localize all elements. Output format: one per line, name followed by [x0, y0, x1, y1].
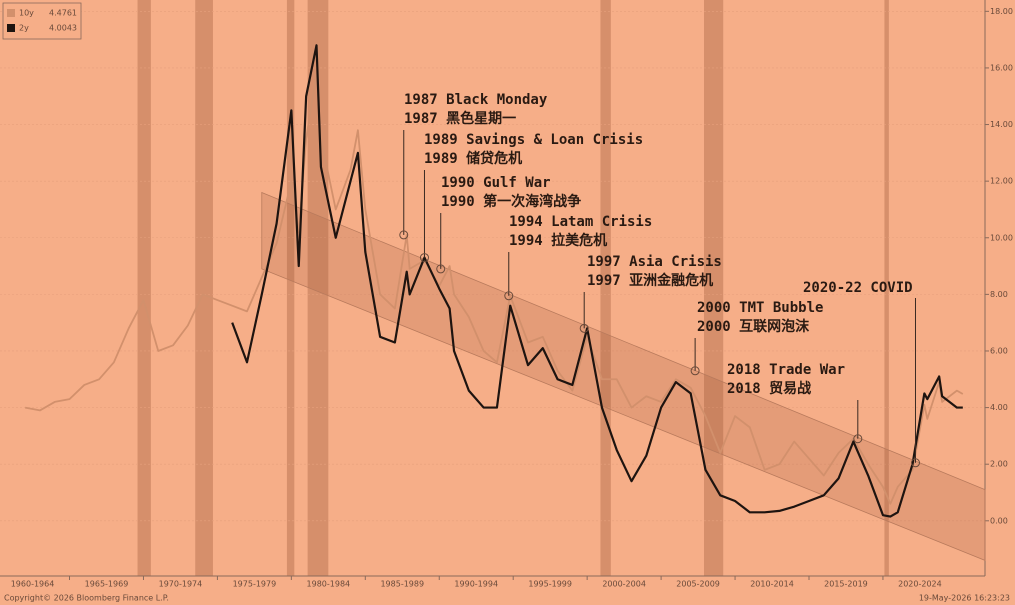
- x-tick-label: 1995-1999: [528, 580, 572, 589]
- shaded-period: [137, 0, 151, 576]
- shaded-period: [600, 0, 611, 576]
- annotation-label: 2000 TMT Bubble: [697, 300, 823, 316]
- annotation-label: 1997 Asia Crisis: [587, 254, 722, 270]
- annotation-label: 2018 Trade War: [727, 362, 845, 378]
- y-tick-label: 4.00: [990, 403, 1008, 412]
- annotation-point: [853, 434, 863, 444]
- series-line: [231, 44, 963, 518]
- legend-value: 4.0043: [49, 24, 77, 33]
- y-tick-label: 18.00: [990, 7, 1013, 16]
- x-tick-label: 1960-1964: [11, 580, 55, 589]
- annotation-point: [419, 253, 429, 263]
- shaded-period: [286, 0, 295, 576]
- x-tick-label: 2005-2009: [676, 580, 720, 589]
- x-tick-label: 2020-2024: [898, 580, 942, 589]
- x-tick-label: 1990-1994: [454, 580, 498, 589]
- annotation-label-zh: 2000 互联网泡沫: [697, 318, 810, 335]
- annotation-label-zh: 1987 黑色星期一: [404, 110, 516, 127]
- y-tick-label: 2.00: [990, 460, 1008, 469]
- shaded-period: [884, 0, 889, 576]
- shaded-period: [307, 0, 329, 576]
- x-tick-label: 1970-1974: [159, 580, 203, 589]
- annotation-point: [690, 366, 700, 376]
- annotation-point: [910, 458, 920, 468]
- copyright: Copyright© 2026 Bloomberg Finance L.P.: [4, 594, 169, 603]
- timestamp: 19-May-2026 16:23:23: [919, 594, 1010, 603]
- x-tick-label: 1985-1989: [380, 580, 424, 589]
- shaded-period: [703, 0, 724, 576]
- annotation-label: 1987 Black Monday: [404, 92, 548, 108]
- trend-channel: [261, 191, 986, 562]
- annotation-label-zh: 1990 第一次海湾战争: [441, 193, 581, 210]
- legend-label: 2y: [19, 24, 29, 33]
- x-tick-label: 1975-1979: [233, 580, 277, 589]
- x-tick-label: 2015-2019: [824, 580, 868, 589]
- legend-swatch: [7, 9, 15, 17]
- y-tick-label: 6.00: [990, 346, 1008, 355]
- legend-box: [2, 2, 82, 40]
- y-tick-label: 8.00: [990, 290, 1008, 299]
- annotation-label: 1989 Savings & Loan Crisis: [424, 132, 643, 148]
- annotation-label-zh: 1994 拉美危机: [509, 232, 607, 249]
- annotation-point: [399, 230, 409, 240]
- x-tick-label: 1980-1984: [307, 580, 351, 589]
- annotation-point: [579, 323, 589, 333]
- y-tick-label: 14.00: [990, 120, 1013, 129]
- annotation-label-zh: 1997 亚洲金融危机: [587, 272, 713, 289]
- legend-swatch: [7, 24, 15, 32]
- legend: 10y 4.4761 2y 4.0043: [2, 2, 82, 40]
- annotation-label: 1990 Gulf War: [441, 175, 551, 191]
- legend-label: 10y: [19, 9, 34, 18]
- x-tick-label: 2010-2014: [750, 580, 794, 589]
- x-tick-label: 1965-1969: [85, 580, 129, 589]
- annotation-label: 2020-22 COVID: [803, 280, 913, 296]
- y-tick-label: 0.00: [990, 516, 1008, 525]
- annotation-label-zh: 1989 储贷危机: [424, 150, 522, 167]
- annotation-label: 1994 Latam Crisis: [509, 214, 652, 230]
- annotation-point: [436, 264, 446, 274]
- x-tick-label: 2000-2004: [602, 580, 646, 589]
- y-tick-label: 16.00: [990, 63, 1013, 72]
- shaded-period: [195, 0, 213, 576]
- annotation-point: [504, 291, 514, 301]
- y-tick-label: 12.00: [990, 177, 1013, 186]
- series-line: [24, 72, 964, 505]
- y-tick-label: 10.00: [990, 233, 1013, 242]
- annotation-label-zh: 2018 贸易战: [727, 380, 811, 397]
- legend-value: 4.4761: [49, 9, 77, 18]
